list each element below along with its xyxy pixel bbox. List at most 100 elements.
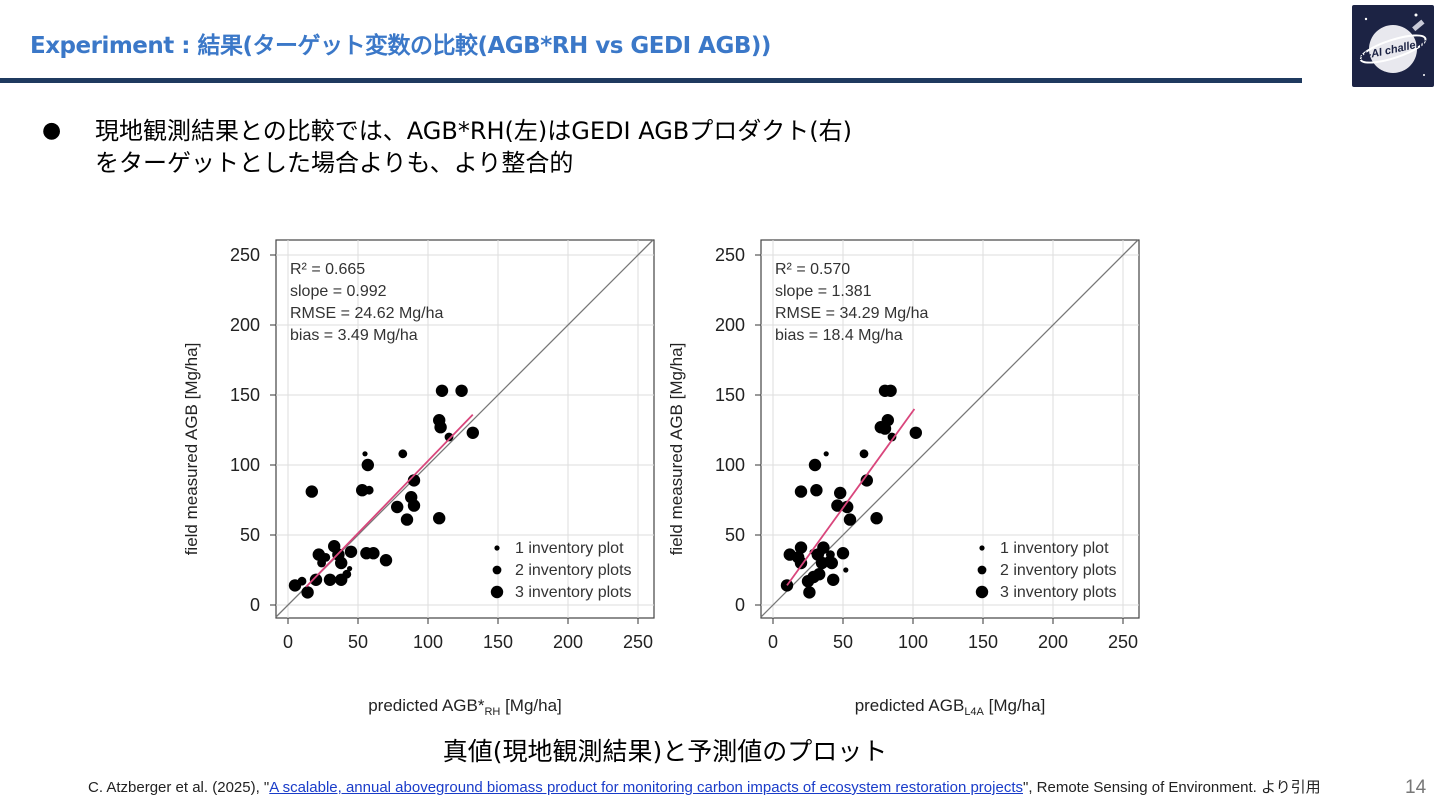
stats-annotation: slope = 0.992	[290, 283, 387, 300]
bullet-line-2: をターゲットとした場合よりも、より整合的	[95, 149, 574, 177]
legend-label: 2 inventory plots	[515, 562, 632, 579]
x-axis-label-units: [Mg/ha]	[500, 696, 561, 715]
logo-graphic: Sat-AI challenge	[1352, 13, 1434, 76]
data-point	[813, 568, 826, 581]
x-tick-label: 250	[1108, 632, 1138, 652]
slide-title: Experiment : 結果(ターゲット変数の比較(AGB*RH vs GED…	[30, 33, 771, 59]
logo-star	[1364, 17, 1368, 21]
y-axis-label: field measured AGB [Mg/ha]	[182, 343, 201, 556]
data-point	[367, 547, 380, 560]
data-point	[344, 545, 358, 558]
data-point	[435, 384, 449, 397]
bullet-line-1: 現地観測結果との比較では、AGB*RH(左)はGEDI AGBプロダクト(右)	[95, 117, 853, 145]
data-point	[297, 576, 307, 586]
data-point	[433, 512, 446, 525]
stats-annotation: R² = 0.570	[775, 261, 850, 278]
y-tick-label: 100	[230, 455, 260, 475]
y-tick-label: 200	[230, 315, 260, 335]
y-tick-label: 200	[715, 315, 745, 335]
x-tick-label: 100	[898, 632, 928, 652]
bullet-text: 現地観測結果との比較では、AGB*RH(左)はGEDI AGBプロダクト(右) …	[95, 115, 995, 179]
data-point	[823, 451, 829, 457]
x-tick-label: 150	[483, 632, 513, 652]
x-tick-label: 200	[1038, 632, 1068, 652]
data-point	[794, 541, 808, 554]
data-point	[407, 499, 421, 512]
bullet-marker: ●	[42, 118, 62, 143]
data-point	[347, 566, 353, 572]
scatter-chart-agb-rh: 0 50 100 150 200 250 0 50 100 150 200 250 field meas…	[170, 225, 670, 725]
legend-label: 1 inventory plot	[515, 540, 624, 557]
stats-annotation: bias = 18.4 Mg/ha	[775, 327, 903, 344]
citation-suffix: ", Remote Sensing of Environment. より引用	[1023, 779, 1321, 796]
x-tick-label: 50	[833, 632, 853, 652]
data-point	[859, 449, 869, 459]
y-tick-label: 250	[715, 245, 745, 265]
y-tick-label: 50	[725, 525, 745, 545]
legend-label: 2 inventory plots	[1000, 562, 1117, 579]
title-underline	[0, 78, 1302, 83]
y-tick-label: 100	[715, 455, 745, 475]
chart-svg-right: 0 50 100 150 200 250 0 50 100 150 200 250 field meas…	[667, 239, 1140, 718]
data-point	[466, 426, 479, 439]
logo-satellite	[1412, 19, 1425, 32]
data-point	[794, 485, 808, 498]
data-point	[301, 586, 314, 599]
data-point	[342, 569, 352, 579]
scatter-chart-gedi-agb: 0 50 100 150 200 250 0 50 100 150 200 250 field meas…	[655, 225, 1155, 725]
figure-caption: 真値(現地観測結果)と予測値のプロット	[442, 737, 888, 766]
regression-fit-line	[305, 413, 474, 588]
y-axis-label: field measured AGB [Mg/ha]	[667, 343, 686, 556]
y-tick-label: 250	[230, 245, 260, 265]
stats-annotation: R² = 0.665	[290, 261, 365, 278]
legend-marker	[975, 585, 989, 599]
y-tick-label: 0	[250, 595, 260, 615]
chart-svg-left: 0 50 100 150 200 250 0 50 100 150 200 250 field meas…	[182, 239, 655, 718]
x-tick-label: 250	[623, 632, 653, 652]
legend-marker	[494, 545, 500, 551]
data-point	[391, 500, 404, 514]
y-tick-label: 150	[230, 385, 260, 405]
logo-star	[1423, 74, 1425, 76]
data-point	[841, 500, 854, 514]
data-point	[362, 451, 368, 457]
legend-label: 1 inventory plot	[1000, 540, 1109, 557]
x-tick-label: 200	[553, 632, 583, 652]
data-point	[884, 384, 897, 397]
data-point	[356, 484, 369, 497]
x-axis-label: predicted AGB*RH [Mg/ha]	[368, 696, 562, 718]
y-tick-label: 50	[240, 525, 260, 545]
x-axis-label: predicted AGBL4A [Mg/ha]	[855, 696, 1046, 718]
data-point	[836, 547, 850, 560]
legend-label: 3 inventory plots	[515, 584, 632, 601]
data-point	[455, 384, 468, 397]
logo-star	[1414, 13, 1418, 17]
citation-prefix: C. Atzberger et al. (2025), "	[88, 779, 270, 796]
data-point	[794, 556, 808, 570]
data-point	[825, 556, 838, 570]
data-point	[826, 550, 835, 559]
x-tick-label: 100	[413, 632, 443, 652]
citation-link[interactable]: A scalable, annual aboveground biomass p…	[269, 779, 1023, 796]
data-point	[803, 586, 816, 599]
data-point	[398, 449, 408, 459]
data-point	[860, 474, 873, 487]
x-axis-label-subscript: L4A	[964, 706, 984, 718]
legend-marker	[977, 565, 987, 575]
legend-marker	[490, 585, 504, 599]
data-point	[870, 512, 883, 525]
data-point	[309, 573, 323, 586]
x-axis-label-main: predicted AGB*	[368, 696, 485, 715]
legend-label: 3 inventory plots	[1000, 584, 1117, 601]
legend-marker	[492, 565, 502, 575]
data-point	[843, 513, 857, 526]
data-point	[909, 426, 922, 439]
regression-fit-line	[786, 408, 916, 586]
x-tick-label: 50	[348, 632, 368, 652]
x-axis-label-main: predicted AGB	[855, 696, 965, 715]
y-tick-label: 0	[735, 595, 745, 615]
data-point	[364, 485, 374, 495]
x-axis-label-units: [Mg/ha]	[984, 696, 1045, 715]
x-tick-label: 0	[283, 632, 293, 652]
x-tick-label: 0	[768, 632, 778, 652]
